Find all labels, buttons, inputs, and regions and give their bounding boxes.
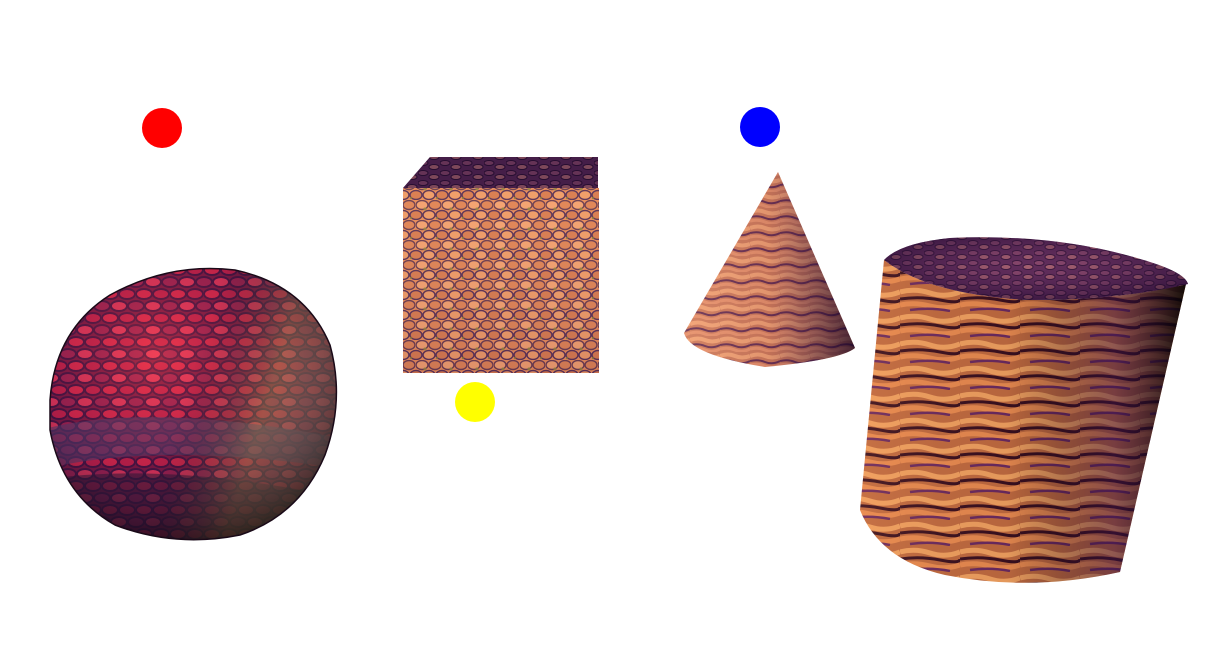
yellow-light-marker[interactable] bbox=[455, 382, 495, 422]
textured-cube[interactable] bbox=[403, 157, 599, 373]
textured-sphere[interactable] bbox=[40, 260, 350, 560]
textured-cylinder[interactable] bbox=[860, 237, 1188, 583]
red-light-marker[interactable] bbox=[142, 108, 182, 148]
blue-light-marker[interactable] bbox=[740, 107, 780, 147]
textured-cone[interactable] bbox=[684, 172, 855, 367]
